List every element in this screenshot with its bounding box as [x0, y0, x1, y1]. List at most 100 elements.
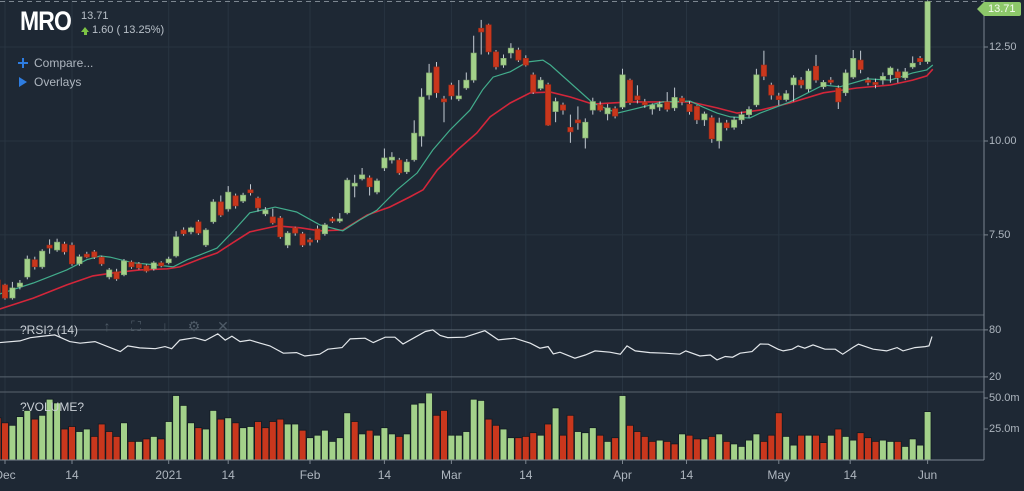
candle[interactable]: [604, 104, 611, 121]
candle[interactable]: [887, 66, 894, 83]
candle[interactable]: [426, 63, 433, 100]
candle[interactable]: [31, 256, 38, 270]
candle[interactable]: [113, 268, 120, 281]
candle[interactable]: [626, 78, 633, 105]
candle[interactable]: [619, 68, 626, 109]
candle[interactable]: [91, 250, 98, 259]
candle[interactable]: [217, 195, 224, 217]
candle[interactable]: [708, 115, 715, 143]
candle[interactable]: [173, 231, 180, 258]
candle[interactable]: [232, 193, 239, 209]
candle[interactable]: [470, 35, 477, 83]
gear-icon[interactable]: ⚙: [187, 318, 201, 334]
candle[interactable]: [686, 101, 693, 115]
candle[interactable]: [492, 50, 499, 70]
candle[interactable]: [336, 213, 343, 223]
candle[interactable]: [292, 226, 299, 236]
candle[interactable]: [567, 114, 574, 143]
candle[interactable]: [537, 77, 544, 91]
candle[interactable]: [202, 228, 209, 247]
candle[interactable]: [321, 222, 328, 236]
candle[interactable]: [507, 43, 514, 59]
candle[interactable]: [745, 106, 752, 118]
candle[interactable]: [552, 97, 559, 123]
candle[interactable]: [864, 77, 871, 86]
candle[interactable]: [225, 186, 232, 212]
candle[interactable]: [9, 281, 16, 300]
candle[interactable]: [656, 101, 663, 111]
candle[interactable]: [522, 55, 529, 67]
candle[interactable]: [545, 82, 552, 126]
candle[interactable]: [16, 280, 23, 290]
candle[interactable]: [485, 23, 492, 55]
overlays-button[interactable]: Overlays: [18, 75, 81, 89]
candle[interactable]: [314, 225, 321, 243]
candle[interactable]: [106, 268, 113, 280]
candle[interactable]: [812, 54, 819, 83]
candle[interactable]: [879, 72, 886, 85]
move-up-icon[interactable]: ↑: [103, 318, 111, 334]
candle[interactable]: [76, 254, 83, 266]
candle[interactable]: [530, 72, 537, 95]
candle[interactable]: [388, 152, 395, 164]
candle[interactable]: [872, 78, 879, 89]
candle[interactable]: [150, 261, 157, 271]
candle[interactable]: [857, 50, 864, 74]
candle[interactable]: [798, 77, 805, 89]
candle[interactable]: [894, 68, 901, 83]
candle[interactable]: [1, 283, 9, 300]
candle[interactable]: [128, 260, 135, 269]
candle[interactable]: [827, 77, 834, 85]
candle[interactable]: [351, 174, 358, 198]
candle[interactable]: [247, 184, 254, 196]
candle[interactable]: [411, 120, 418, 162]
candle[interactable]: [61, 241, 68, 255]
candle[interactable]: [455, 80, 462, 102]
candle[interactable]: [500, 54, 507, 68]
candle[interactable]: [83, 251, 90, 259]
candle[interactable]: [299, 231, 306, 247]
candle[interactable]: [373, 178, 380, 195]
candle[interactable]: [24, 255, 31, 280]
candle[interactable]: [634, 85, 641, 104]
candle[interactable]: [693, 105, 700, 124]
candle[interactable]: [98, 255, 105, 266]
candle[interactable]: [820, 80, 827, 90]
candle[interactable]: [664, 92, 671, 112]
candle[interactable]: [46, 239, 53, 254]
candle[interactable]: [165, 256, 172, 265]
candle[interactable]: [180, 227, 187, 236]
candle[interactable]: [723, 119, 730, 131]
candle[interactable]: [917, 56, 924, 65]
candle[interactable]: [738, 111, 745, 124]
maximize-icon[interactable]: ⛶: [131, 318, 141, 334]
candle[interactable]: [701, 111, 708, 126]
candle[interactable]: [255, 196, 262, 212]
candle[interactable]: [850, 50, 857, 79]
move-down-icon[interactable]: ↓: [161, 318, 169, 334]
candle[interactable]: [359, 168, 366, 181]
candle[interactable]: [262, 207, 269, 217]
candle[interactable]: [463, 72, 470, 90]
candle[interactable]: [768, 82, 775, 100]
candle[interactable]: [54, 238, 61, 252]
candle[interactable]: [143, 264, 150, 273]
candle[interactable]: [284, 231, 291, 249]
candle[interactable]: [805, 68, 812, 93]
candle[interactable]: [559, 102, 566, 115]
candle[interactable]: [403, 159, 410, 174]
candle[interactable]: [269, 208, 276, 225]
candle[interactable]: [478, 19, 485, 55]
candle[interactable]: [448, 82, 455, 100]
candle[interactable]: [440, 95, 447, 123]
candle[interactable]: [612, 106, 619, 119]
candle[interactable]: [775, 92, 782, 106]
candle[interactable]: [649, 103, 656, 115]
candle[interactable]: [121, 259, 128, 277]
candle[interactable]: [306, 237, 313, 246]
candle[interactable]: [783, 90, 790, 102]
candle[interactable]: [195, 219, 202, 235]
candle[interactable]: [515, 47, 522, 62]
candle[interactable]: [597, 101, 604, 112]
candle[interactable]: [902, 68, 909, 81]
